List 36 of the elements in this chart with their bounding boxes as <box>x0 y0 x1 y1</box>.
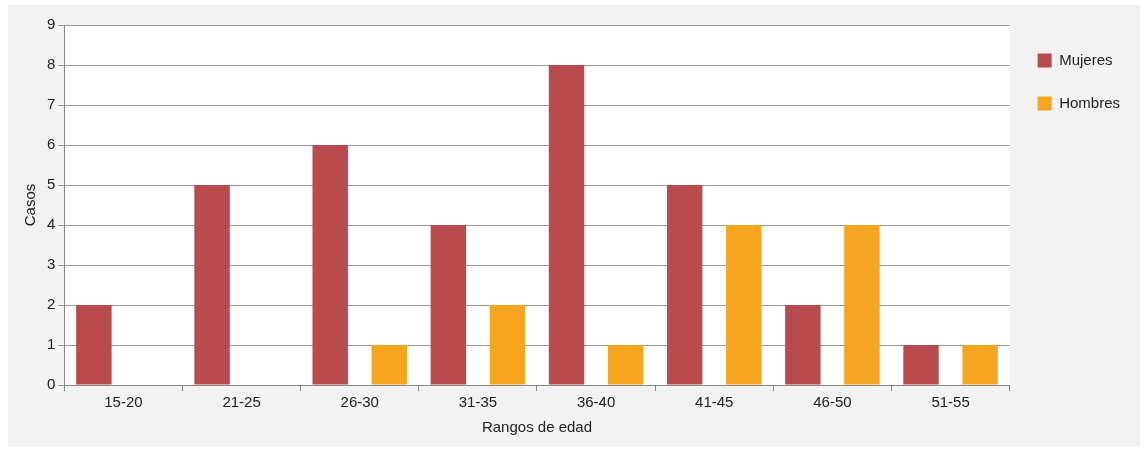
x-axis-title: Rangos de edad <box>481 418 593 436</box>
y-tick-label: 9 <box>47 15 56 33</box>
y-tick-label: 3 <box>47 255 56 273</box>
bar <box>785 305 821 385</box>
bar <box>371 345 408 385</box>
y-tick-label: 5 <box>47 175 56 193</box>
legend-label: Hombres <box>1059 93 1121 111</box>
y-tick-label: 6 <box>47 135 56 153</box>
bar <box>844 225 880 385</box>
x-tick-label: 21-25 <box>222 393 261 411</box>
x-tick-label: 51-55 <box>931 393 970 411</box>
y-tick-label: 2 <box>47 295 56 313</box>
x-tick-label: 36-40 <box>576 393 616 411</box>
bar <box>548 65 585 385</box>
bar <box>962 345 998 385</box>
y-tick-label: 4 <box>47 215 56 233</box>
y-tick-label: 1 <box>47 335 56 353</box>
bar <box>726 225 762 385</box>
x-tick-label: 26-30 <box>340 393 379 411</box>
bar <box>666 185 703 385</box>
x-tick-label: 15-20 <box>104 393 143 411</box>
y-tick-label: 7 <box>47 95 56 113</box>
bar <box>607 345 644 385</box>
bar <box>903 345 939 385</box>
x-tick-label: 46-50 <box>813 393 852 411</box>
y-tick-label: 0 <box>47 375 56 393</box>
y-axis-title: Casos <box>21 183 39 227</box>
bar <box>430 225 467 385</box>
y-tick-label: 8 <box>47 55 56 73</box>
bar <box>194 185 230 385</box>
bar <box>312 145 348 385</box>
x-tick-label: 41-45 <box>695 393 734 411</box>
x-tick-label: 31-35 <box>458 393 498 411</box>
legend-label: Mujeres <box>1059 50 1113 68</box>
bar <box>76 305 112 385</box>
bar <box>489 305 526 385</box>
